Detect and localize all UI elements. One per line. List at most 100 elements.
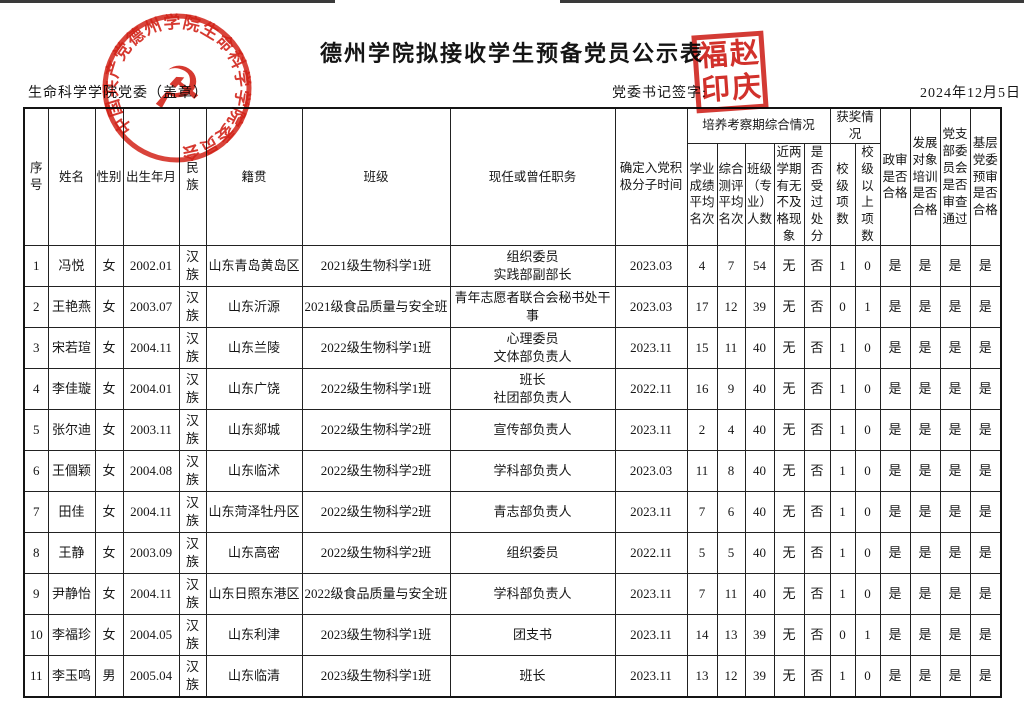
cell-academic_rank: 16 (686, 368, 718, 410)
table-row: 9 尹静怡女 2004.11 汉族 山东日照东港区 2022级食品质量与安全班 学科部负责人… (23, 573, 1002, 615)
party-member-table: 序号 姓名 性别 出生年月 民族 籍贯 班级 现任或曾任职务 确定入党积极分子时… (23, 107, 1003, 698)
cell-school_awards: 1 (829, 450, 856, 492)
cell-punishment: 否 (803, 327, 831, 369)
cell-name: 宋若瑄 (47, 327, 96, 369)
cell-school_awards: 1 (829, 368, 856, 410)
cell-gender: 男 (94, 655, 124, 698)
group-header-awards: 获奖情况 (829, 107, 881, 144)
cell-eval_rank: 7 (716, 245, 746, 287)
cell-academic_rank: 15 (686, 327, 718, 369)
cell-training_qualified: 是 (909, 532, 941, 574)
cell-hometown: 山东兰陵 (205, 327, 303, 369)
cell-position: 组织委员 (449, 532, 616, 574)
cell-class: 2022级生物科学2班 (301, 409, 451, 451)
cell-training_qualified: 是 (909, 491, 941, 533)
cell-ethnicity: 汉族 (178, 491, 207, 533)
cell-activist_date: 2023.03 (614, 450, 688, 492)
cell-academic_rank: 7 (686, 491, 718, 533)
cell-hometown: 山东临沭 (205, 450, 303, 492)
cell-punishment: 否 (803, 409, 831, 451)
cell-class_size: 40 (744, 368, 775, 410)
col-header-seq: 序号 (23, 107, 49, 246)
cell-birth: 2003.11 (122, 409, 180, 451)
cell-hometown: 山东日照东港区 (205, 573, 303, 615)
cell-punishment: 否 (803, 368, 831, 410)
cell-committee_review: 是 (969, 614, 1002, 656)
cell-gender: 女 (94, 450, 124, 492)
cell-class_size: 40 (744, 573, 775, 615)
cell-birth: 2004.08 (122, 450, 180, 492)
cell-birth: 2003.09 (122, 532, 180, 574)
cell-class: 2022级生物科学2班 (301, 491, 451, 533)
col-header-branch-review: 党支部委员会是否审查通过 (939, 107, 971, 246)
cell-birth: 2003.07 (122, 286, 180, 328)
cell-ethnicity: 汉族 (178, 368, 207, 410)
cell-punishment: 否 (803, 573, 831, 615)
cell-political_review: 是 (879, 532, 911, 574)
cell-class: 2022级生物科学1班 (301, 368, 451, 410)
cell-ethnicity: 汉族 (178, 245, 207, 287)
table-body: 1 冯悦女 2002.01 汉族 山东青岛黄岛区 2021级生物科学1班 组织委员 实践部副… (23, 245, 1002, 698)
cell-branch_review: 是 (939, 409, 971, 451)
cell-seq: 8 (23, 532, 49, 574)
cell-birth: 2005.04 (122, 655, 180, 698)
cell-punishment: 否 (803, 614, 831, 656)
cell-above_school_awards: 0 (854, 655, 881, 698)
cell-punishment: 否 (803, 450, 831, 492)
cell-punishment: 否 (803, 532, 831, 574)
cell-birth: 2004.11 (122, 491, 180, 533)
scan-artifact (0, 0, 335, 3)
table-row: 5 张尔迪女 2003.11 汉族 山东郯城 2022级生物科学2班 宣传部负责人 2023.… (23, 409, 1002, 451)
cell-committee_review: 是 (969, 245, 1002, 287)
cell-class: 2022级生物科学2班 (301, 450, 451, 492)
cell-name: 王艳燕 (47, 286, 96, 328)
table-header: 序号 姓名 性别 出生年月 民族 籍贯 班级 现任或曾任职务 确定入党积极分子时… (23, 107, 1002, 247)
document-date: 2024年12月5日 (920, 86, 1021, 101)
cell-academic_rank: 17 (686, 286, 718, 328)
cell-eval_rank: 6 (716, 491, 746, 533)
cell-name: 李福珍 (47, 614, 96, 656)
cell-training_qualified: 是 (909, 614, 941, 656)
cell-seq: 6 (23, 450, 49, 492)
cell-above_school_awards: 0 (854, 368, 881, 410)
cell-class_size: 40 (744, 327, 775, 369)
cell-gender: 女 (94, 245, 124, 287)
cell-school_awards: 0 (829, 614, 856, 656)
cell-eval_rank: 5 (716, 532, 746, 574)
cell-class: 2023级生物科学1班 (301, 614, 451, 656)
cell-academic_rank: 13 (686, 655, 718, 698)
col-header-gender: 性别 (94, 107, 124, 246)
cell-eval_rank: 9 (716, 368, 746, 410)
cell-punishment: 否 (803, 245, 831, 287)
cell-fail_record: 无 (773, 286, 805, 328)
cell-gender: 女 (94, 409, 124, 451)
cell-above_school_awards: 1 (854, 614, 881, 656)
cell-position: 宣传部负责人 (449, 409, 616, 451)
cell-hometown: 山东临清 (205, 655, 303, 698)
cell-academic_rank: 14 (686, 614, 718, 656)
cell-activist_date: 2023.11 (614, 614, 688, 656)
cell-branch_review: 是 (939, 327, 971, 369)
cell-gender: 女 (94, 573, 124, 615)
cell-above_school_awards: 0 (854, 245, 881, 287)
table-row: 7 田佳女 2004.11 汉族 山东菏泽牡丹区 2022级生物科学2班 青志部负责人 202… (23, 491, 1002, 533)
cell-seq: 2 (23, 286, 49, 328)
cell-gender: 女 (94, 532, 124, 574)
cell-committee_review: 是 (969, 368, 1002, 410)
cell-class_size: 40 (744, 450, 775, 492)
cell-fail_record: 无 (773, 450, 805, 492)
cell-fail_record: 无 (773, 368, 805, 410)
table-row: 2 王艳燕女 2003.07 汉族 山东沂源 2021级食品质量与安全班 青年志愿者联合会秘… (23, 286, 1002, 328)
cell-seq: 4 (23, 368, 49, 410)
cell-above_school_awards: 0 (854, 327, 881, 369)
page-title: 德州学院拟接收学生预备党员公示表 (319, 41, 704, 66)
col-header-eval-rank: 综合测评平均名次 (716, 142, 746, 247)
cell-school_awards: 1 (829, 491, 856, 533)
cell-hometown: 山东郯城 (205, 409, 303, 451)
cell-gender: 女 (94, 614, 124, 656)
cell-ethnicity: 汉族 (178, 450, 207, 492)
cell-hometown: 山东沂源 (205, 286, 303, 328)
cell-class_size: 39 (744, 286, 775, 328)
table-row: 6 王個颖女 2004.08 汉族 山东临沭 2022级生物科学2班 学科部负责人 2023.… (23, 450, 1002, 492)
cell-birth: 2004.01 (122, 368, 180, 410)
